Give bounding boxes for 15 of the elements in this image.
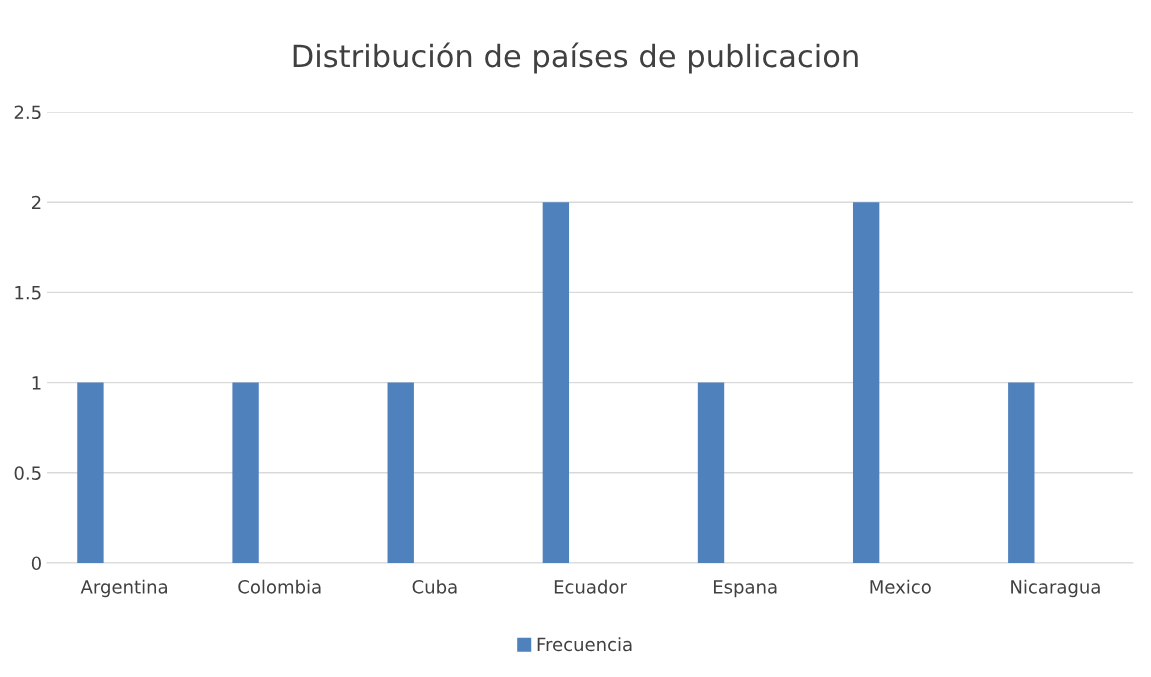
y-tick-label: 2 [31,195,41,210]
chart-title: Distribución de países de publicacion [293,42,858,74]
x-tick-label: Cuba [412,579,457,594]
legend-label: Frecuencia [537,637,632,652]
x-tick-label: Mexico [870,579,931,594]
y-tick-label: 0.5 [14,466,41,480]
y-tick-label: 2.5 [14,105,41,120]
x-tick-label: Espana [713,580,777,598]
x-tick-label: Ecuador [554,579,627,594]
x-tick-label: Colombia [238,579,321,594]
x-tick-label: Nicaragua [1011,579,1100,598]
y-tick-label: 0 [31,556,41,571]
y-tick-label: 1.5 [15,286,41,300]
x-tick-label: Argentina [80,579,167,598]
y-tick-label: 1 [32,376,41,390]
